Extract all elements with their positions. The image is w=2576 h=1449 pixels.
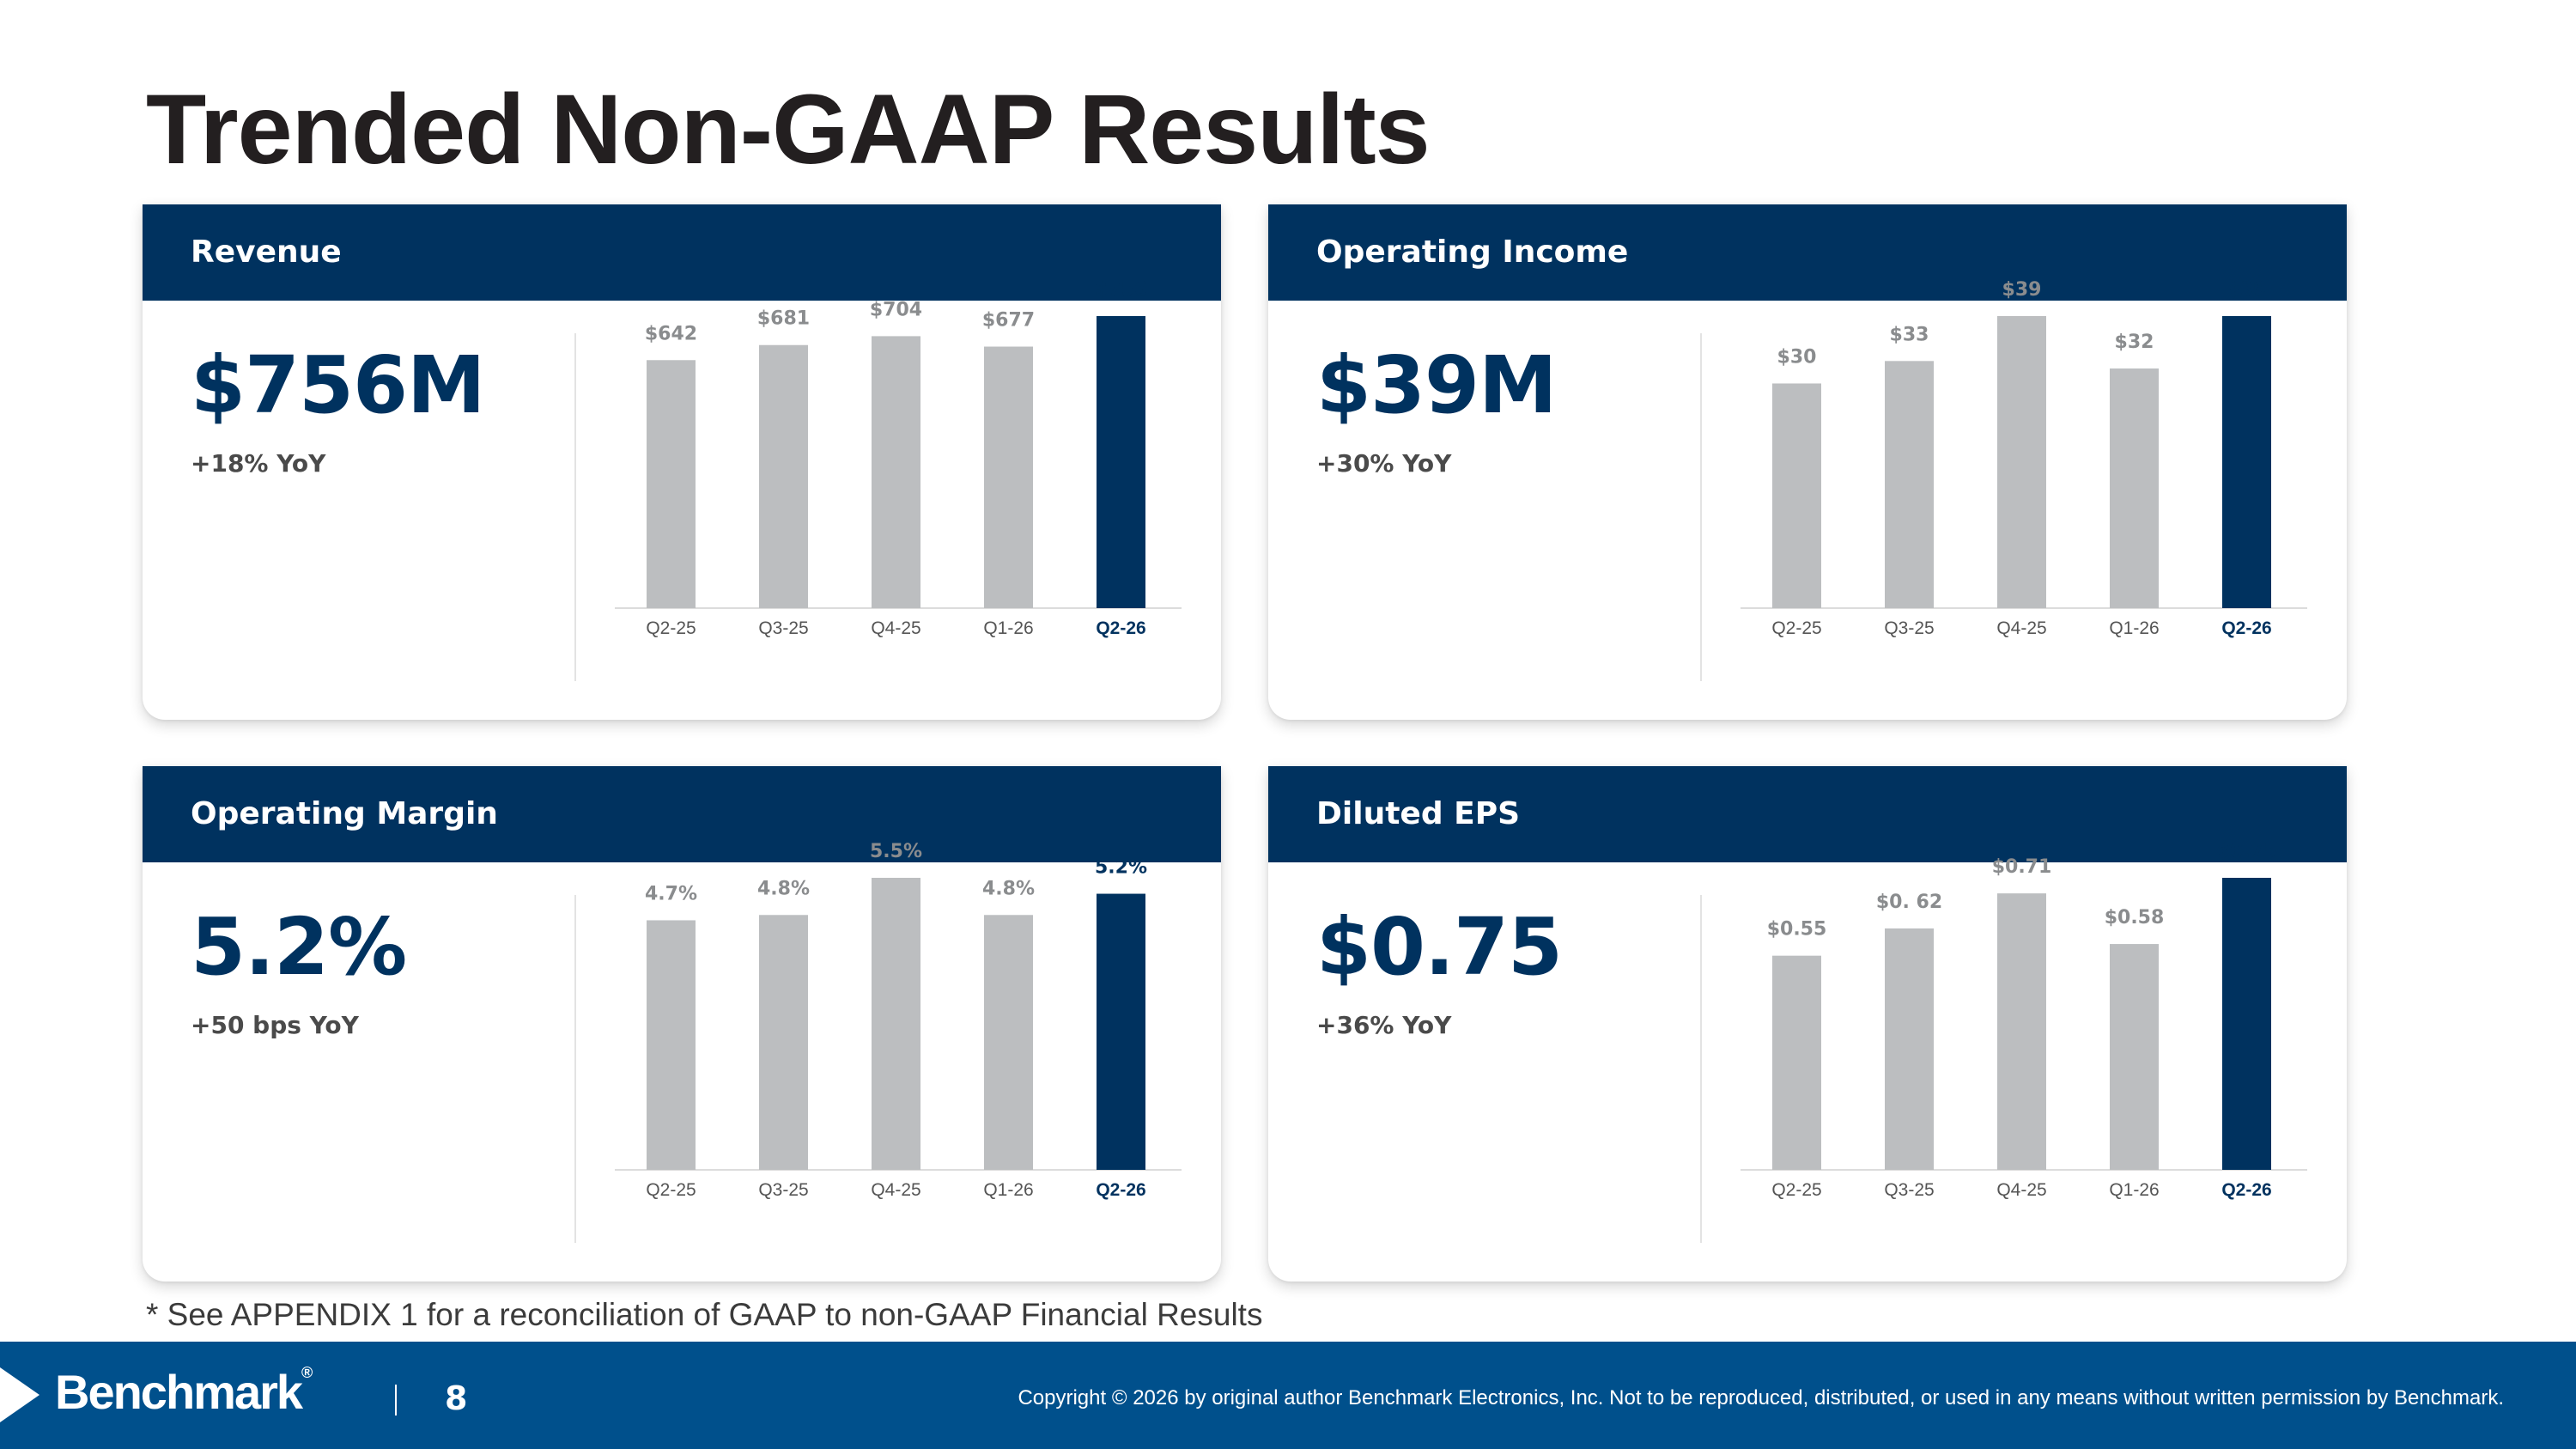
data-label-Q3-25: $0. 62 <box>1876 892 1942 913</box>
bar-Q4-25 <box>872 336 920 608</box>
bar-Q4-25 <box>872 878 920 1170</box>
bar-Q2-26 <box>1097 893 1145 1170</box>
data-label-Q4-25: $0.71 <box>1992 856 2052 878</box>
copyright-notice: Copyright © 2026 by original author Benc… <box>1018 1386 2504 1409</box>
x-tick-label-Q3-25: Q3-25 <box>758 1180 808 1200</box>
data-label-Q1-26: $32 <box>2115 332 2154 353</box>
bar-Q1-26 <box>984 915 1033 1170</box>
operating-income-yoy-change: +30% YoY <box>1316 449 1452 478</box>
data-label-Q1-26: $677 <box>982 310 1035 332</box>
operating-margin-value: 5.2% <box>191 901 407 993</box>
panel-divider <box>1700 333 1702 681</box>
data-label-Q4-25: $39 <box>2002 279 2042 301</box>
x-tick-label-Q2-26: Q2-26 <box>1096 1180 1145 1200</box>
data-label-Q2-26: 5.2% <box>1095 857 1147 879</box>
bar-Q3-25 <box>759 915 808 1170</box>
data-label-Q1-26: $0.58 <box>2105 907 2165 928</box>
footnote: * See APPENDIX 1 for a reconciliation of… <box>146 1297 1263 1332</box>
revenue-yoy-change: +18% YoY <box>191 449 326 478</box>
diluted-eps-bar-chart: $0.55 Q2-25 $0. 62 Q3-25 $0.71 Q4-25 $0.58 Q1-2… <box>1741 841 2307 1200</box>
bar-Q2-25 <box>1772 383 1821 608</box>
panel-header-diluted-eps: Diluted EPS <box>1268 766 2347 862</box>
bar-Q4-25 <box>1997 316 2046 608</box>
data-label-Q2-25: $642 <box>645 323 697 344</box>
bar-Q3-25 <box>759 344 808 608</box>
x-tick-label-Q3-25: Q3-25 <box>1884 618 1934 638</box>
x-tick-label-Q3-25: Q3-25 <box>1884 1180 1934 1200</box>
bar-Q2-26 <box>1097 316 1145 608</box>
bar-Q2-26 <box>2222 878 2271 1170</box>
footer-separator <box>395 1385 397 1416</box>
operating-margin-bar-chart: 4.7% Q2-25 4.8% Q3-25 5.5% Q4-25 4.8% Q1-26 5.2%… <box>615 841 1182 1200</box>
operating-income-panel: Operating Income $39M +30% YoY $30 Q2-25 $… <box>1268 204 2347 720</box>
bar-Q1-26 <box>2110 944 2159 1170</box>
panel-header-revenue: Revenue <box>143 204 1221 301</box>
panel-header-operating-margin: Operating Margin <box>143 766 1221 862</box>
diluted-eps-value: $0.75 <box>1316 901 1563 993</box>
page-title: Trended Non-GAAP Results <box>146 75 1431 185</box>
x-tick-label-Q2-26: Q2-26 <box>2221 1180 2271 1200</box>
x-tick-label-Q2-26: Q2-26 <box>1096 618 1145 638</box>
x-tick-label-Q4-25: Q4-25 <box>871 618 920 638</box>
data-label-Q4-25: 5.5% <box>870 841 922 862</box>
operating-margin-yoy-change: +50 bps YoY <box>191 1011 359 1039</box>
panel-divider <box>574 333 576 681</box>
page-number: 8 <box>445 1379 468 1417</box>
revenue-panel: Revenue $756M +18% YoY $642 Q2-25 $681 Q3-2… <box>143 204 1221 720</box>
logo-text: Benchmark <box>55 1365 303 1419</box>
x-tick-label-Q4-25: Q4-25 <box>1996 618 2046 638</box>
x-tick-label-Q2-25: Q2-25 <box>1771 618 1821 638</box>
footer-bar: Benchmark® 8 Copyright © 2026 by origina… <box>0 1342 2576 1449</box>
data-label-Q4-25: $704 <box>870 299 922 320</box>
registered-mark: ® <box>301 1364 313 1381</box>
panel-header-operating-income: Operating Income <box>1268 204 2347 301</box>
data-label-Q1-26: 4.8% <box>982 878 1035 899</box>
x-tick-label-Q1-26: Q1-26 <box>983 1180 1033 1200</box>
x-tick-label-Q1-26: Q1-26 <box>2109 1180 2159 1200</box>
x-tick-label-Q4-25: Q4-25 <box>871 1180 920 1200</box>
panel-divider <box>1700 895 1702 1243</box>
chevron-right-icon <box>0 1367 39 1422</box>
x-tick-label-Q2-25: Q2-25 <box>646 618 696 638</box>
diluted-eps-yoy-change: +36% YoY <box>1316 1011 1452 1039</box>
panel-divider <box>574 895 576 1243</box>
bar-Q3-25 <box>1885 361 1934 608</box>
bar-Q2-25 <box>647 920 696 1170</box>
data-label-Q2-25: 4.7% <box>645 883 697 904</box>
revenue-value: $756M <box>191 339 486 431</box>
x-tick-label-Q4-25: Q4-25 <box>1996 1180 2046 1200</box>
x-tick-label-Q1-26: Q1-26 <box>2109 618 2159 638</box>
data-label-Q2-25: $0.55 <box>1767 919 1827 941</box>
bar-Q1-26 <box>2110 368 2159 608</box>
operating-margin-panel: Operating Margin 5.2% +50 bps YoY 4.7% Q2… <box>143 766 1221 1282</box>
data-label-Q3-25: $33 <box>1890 324 1929 345</box>
bar-Q1-26 <box>984 346 1033 608</box>
operating-income-value: $39M <box>1316 339 1558 431</box>
x-tick-label-Q2-25: Q2-25 <box>646 1180 696 1200</box>
bar-Q2-25 <box>1772 955 1821 1170</box>
x-tick-label-Q1-26: Q1-26 <box>983 618 1033 638</box>
bar-Q2-26 <box>2222 316 2271 608</box>
data-label-Q2-26: $0.75 <box>2217 841 2277 862</box>
x-tick-label-Q3-25: Q3-25 <box>758 618 808 638</box>
data-label-Q3-25: $681 <box>757 308 810 330</box>
bar-Q4-25 <box>1997 893 2046 1170</box>
benchmark-logo[interactable]: Benchmark® <box>55 1364 313 1420</box>
operating-income-bar-chart: $30 Q2-25 $33 Q3-25 $39 Q4-25 $32 Q1-26 $39 Q2-26 <box>1741 279 2307 638</box>
data-label-Q2-25: $30 <box>1777 346 1817 368</box>
data-label-Q2-26: $39 <box>2227 279 2267 301</box>
x-tick-label-Q2-25: Q2-25 <box>1771 1180 1821 1200</box>
data-label-Q2-26: $756 <box>1095 279 1147 301</box>
revenue-bar-chart: $642 Q2-25 $681 Q3-25 $704 Q4-25 $677 Q1-26 $756… <box>615 279 1182 638</box>
diluted-eps-panel: Diluted EPS $0.75 +36% YoY $0.55 Q2-25 $0.… <box>1268 766 2347 1282</box>
bar-Q3-25 <box>1885 928 1934 1170</box>
x-tick-label-Q2-26: Q2-26 <box>2221 618 2271 638</box>
data-label-Q3-25: 4.8% <box>757 878 810 899</box>
bar-Q2-25 <box>647 360 696 608</box>
